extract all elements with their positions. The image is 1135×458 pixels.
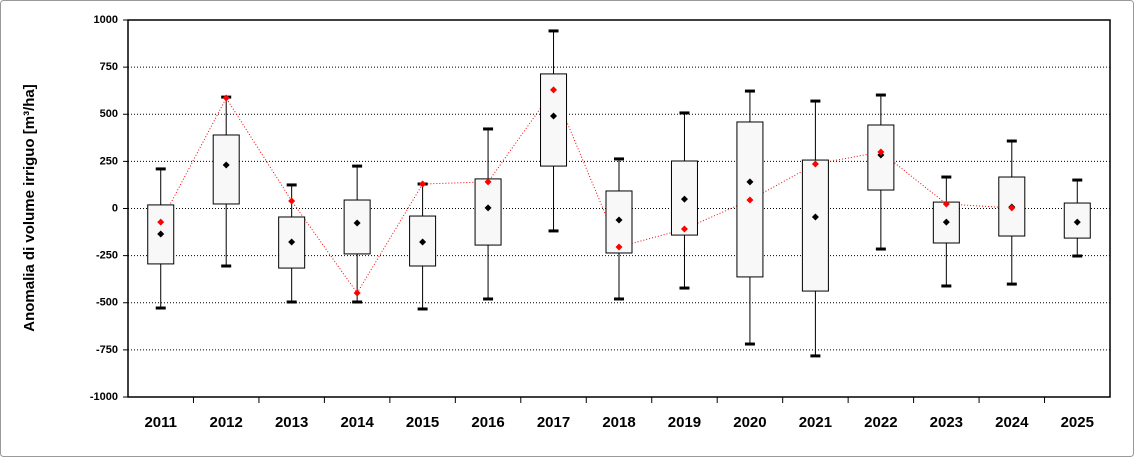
current-marker [680,225,688,233]
y-tick-label: -1000 [90,391,118,403]
mean-marker [353,219,361,227]
current-marker [222,94,230,102]
x-tick-label: 2021 [799,414,832,431]
x-tick-label: 2020 [733,414,766,431]
current-marker [746,196,754,204]
x-tick-label: 2023 [930,414,963,431]
mean-marker [550,112,558,120]
mean-marker [615,216,623,224]
box [605,190,633,254]
mean-marker [288,238,296,246]
current-line [160,88,1012,294]
current-marker [550,86,558,94]
y-tick-label: 500 [100,108,118,120]
mean-marker [419,238,427,246]
x-tick-label: 2015 [406,414,439,431]
mean-marker [680,195,688,203]
y-tick-label: 250 [100,155,118,167]
mean-marker [1073,218,1081,226]
x-tick-label: 2018 [602,414,635,431]
current-marker [157,218,165,226]
current-marker [615,243,623,251]
x-tick-label: 2025 [1061,414,1094,431]
box [474,178,502,246]
x-tick-label: 2019 [668,414,701,431]
x-tick-label: 2022 [864,414,897,431]
current-marker [419,180,427,188]
y-tick-label: 0 [112,202,118,214]
box [801,159,829,292]
x-tick-label: 2017 [537,414,570,431]
x-tick-label: 2011 [144,414,177,431]
mean-marker [222,161,230,169]
current-marker [942,200,950,208]
x-tick-label: 2024 [995,414,1029,431]
y-tick-label: 1000 [94,14,118,26]
y-axis-label: Anomalia di volume irriguo [m³/ha] [21,84,38,332]
mean-marker [942,218,950,226]
mean-marker [157,230,165,238]
current-marker [353,289,361,297]
box [212,134,240,205]
y-tick-label: -250 [96,250,118,262]
current-marker [811,160,819,168]
current-marker [877,148,885,156]
mean-marker [484,204,492,212]
box [343,199,371,255]
mean-marker [746,178,754,186]
x-tick-label: 2016 [471,414,504,431]
current-marker [1008,204,1016,212]
y-tick-label: -500 [96,297,118,309]
x-tick-label: 2013 [275,414,308,431]
y-tick-label: 750 [100,61,118,73]
mean-marker [811,213,819,221]
y-tick-label: -750 [96,344,118,356]
plot-area [127,19,1111,398]
current-marker [288,197,296,205]
x-tick-label: 2012 [210,414,243,431]
current-marker [484,178,492,186]
x-tick-label: 2014 [340,414,374,431]
